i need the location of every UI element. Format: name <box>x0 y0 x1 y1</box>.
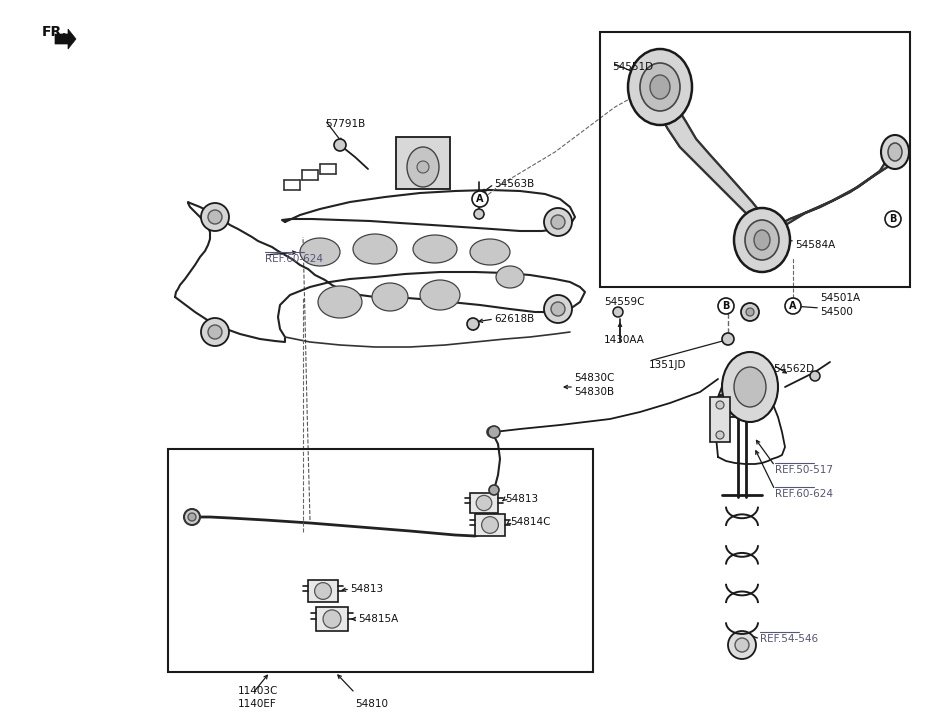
Circle shape <box>716 431 724 439</box>
Text: 57791B: 57791B <box>325 119 365 129</box>
Circle shape <box>885 211 901 227</box>
Polygon shape <box>752 147 895 239</box>
Ellipse shape <box>628 49 692 125</box>
Circle shape <box>201 203 229 231</box>
Bar <box>710 397 730 442</box>
Text: 1430AA: 1430AA <box>604 335 645 345</box>
Circle shape <box>489 485 499 495</box>
Circle shape <box>551 302 565 316</box>
Bar <box>475 514 505 536</box>
Text: FR.: FR. <box>42 25 68 39</box>
Ellipse shape <box>734 367 766 407</box>
Text: A: A <box>476 194 483 204</box>
Text: A: A <box>789 301 797 311</box>
Circle shape <box>716 401 724 409</box>
Polygon shape <box>55 29 76 49</box>
Text: REF.54-546: REF.54-546 <box>760 634 818 644</box>
Circle shape <box>718 298 734 314</box>
Ellipse shape <box>420 280 460 310</box>
Ellipse shape <box>372 283 408 311</box>
Ellipse shape <box>315 582 331 599</box>
Text: 54830C: 54830C <box>574 373 614 383</box>
Ellipse shape <box>734 208 790 272</box>
Text: 11403C: 11403C <box>238 686 278 696</box>
Text: 54559C: 54559C <box>604 297 644 307</box>
Ellipse shape <box>888 143 902 161</box>
Text: 54810: 54810 <box>355 699 388 709</box>
Text: 54501A: 54501A <box>820 293 860 303</box>
Circle shape <box>188 513 196 521</box>
Bar <box>470 493 498 513</box>
Bar <box>308 580 338 602</box>
Text: 54813: 54813 <box>350 584 383 594</box>
Circle shape <box>474 209 484 219</box>
Ellipse shape <box>754 230 770 250</box>
Ellipse shape <box>722 352 778 422</box>
Text: 54500: 54500 <box>820 307 853 317</box>
Circle shape <box>810 371 820 381</box>
Bar <box>396 137 450 189</box>
Text: 54563B: 54563B <box>494 179 534 189</box>
Text: 54813: 54813 <box>505 494 538 504</box>
Text: REF.60-624: REF.60-624 <box>265 254 323 264</box>
Text: B: B <box>723 301 729 311</box>
Ellipse shape <box>323 610 341 628</box>
Circle shape <box>334 139 346 151</box>
Ellipse shape <box>318 286 362 318</box>
Ellipse shape <box>407 147 439 187</box>
Ellipse shape <box>482 517 499 534</box>
Ellipse shape <box>640 63 680 111</box>
Bar <box>720 395 764 417</box>
Text: REF.60-624: REF.60-624 <box>775 489 833 499</box>
Circle shape <box>746 308 754 316</box>
Ellipse shape <box>470 239 510 265</box>
Circle shape <box>467 318 479 330</box>
Circle shape <box>208 210 222 224</box>
Bar <box>316 607 348 631</box>
Ellipse shape <box>413 235 457 263</box>
Text: 62618B: 62618B <box>494 314 534 324</box>
Text: 1140EF: 1140EF <box>238 699 277 709</box>
Ellipse shape <box>881 135 909 169</box>
Ellipse shape <box>496 266 524 288</box>
Circle shape <box>735 638 749 652</box>
Circle shape <box>728 631 756 659</box>
Ellipse shape <box>745 220 779 260</box>
Text: REF.50-517: REF.50-517 <box>775 465 833 475</box>
Circle shape <box>472 191 488 207</box>
Ellipse shape <box>476 495 492 510</box>
Circle shape <box>613 307 623 317</box>
Circle shape <box>722 333 734 345</box>
Circle shape <box>184 509 200 525</box>
Circle shape <box>544 295 572 323</box>
Circle shape <box>417 161 429 173</box>
Text: 1351JD: 1351JD <box>649 360 687 370</box>
Circle shape <box>785 298 801 314</box>
Ellipse shape <box>650 75 670 99</box>
Ellipse shape <box>353 234 397 264</box>
Bar <box>168 449 593 672</box>
Text: 54551D: 54551D <box>612 62 653 72</box>
Ellipse shape <box>300 238 340 266</box>
Text: 54830B: 54830B <box>574 387 614 397</box>
Circle shape <box>741 303 759 321</box>
Circle shape <box>208 325 222 339</box>
Circle shape <box>488 426 500 438</box>
Circle shape <box>544 208 572 236</box>
Polygon shape <box>650 85 768 227</box>
Circle shape <box>551 215 565 229</box>
Text: B: B <box>889 214 897 224</box>
Bar <box>600 32 910 287</box>
Text: 54814C: 54814C <box>510 517 551 527</box>
Circle shape <box>487 427 497 437</box>
Text: 54584A: 54584A <box>795 240 835 250</box>
Text: 54815A: 54815A <box>358 614 398 624</box>
Text: 54562D: 54562D <box>773 364 815 374</box>
Circle shape <box>201 318 229 346</box>
